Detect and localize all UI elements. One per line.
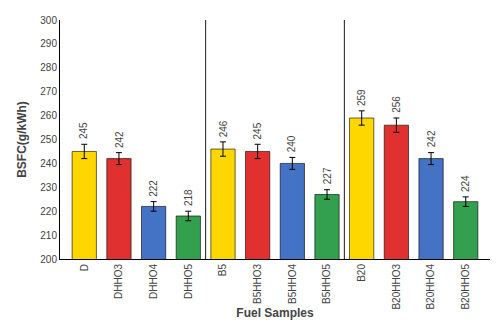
svg-text:242: 242 — [426, 130, 437, 147]
svg-text:218: 218 — [183, 189, 194, 206]
svg-text:DHHO5: DHHO5 — [183, 264, 194, 299]
svg-text:B5HHO3: B5HHO3 — [252, 264, 263, 304]
svg-text:B5: B5 — [217, 264, 228, 277]
svg-text:Fuel Samples: Fuel Samples — [236, 306, 314, 320]
svg-text:DHHO3: DHHO3 — [113, 264, 124, 299]
svg-text:246: 246 — [218, 120, 229, 137]
svg-text:200: 200 — [40, 254, 57, 265]
svg-text:B5HHO5: B5HHO5 — [321, 264, 332, 304]
svg-text:210: 210 — [40, 230, 57, 241]
svg-text:250: 250 — [40, 134, 57, 145]
svg-text:220: 220 — [40, 206, 57, 217]
svg-text:230: 230 — [40, 182, 57, 193]
svg-text:245: 245 — [252, 122, 263, 139]
svg-text:245: 245 — [78, 122, 89, 139]
svg-text:B20: B20 — [356, 264, 367, 282]
svg-text:240: 240 — [286, 135, 297, 152]
svg-text:BSFC(g/kWh): BSFC(g/kWh) — [15, 101, 29, 178]
svg-text:280: 280 — [40, 62, 57, 73]
svg-text:B20HHO5: B20HHO5 — [460, 264, 471, 310]
svg-text:227: 227 — [322, 167, 333, 184]
svg-text:B20HHO3: B20HHO3 — [391, 264, 402, 310]
svg-text:D: D — [79, 264, 90, 271]
svg-text:222: 222 — [148, 180, 159, 197]
svg-text:240: 240 — [40, 158, 57, 169]
svg-text:290: 290 — [40, 38, 57, 49]
svg-text:270: 270 — [40, 86, 57, 97]
svg-text:224: 224 — [460, 175, 471, 192]
svg-text:B5HHO4: B5HHO4 — [287, 264, 298, 304]
svg-text:DHHO4: DHHO4 — [148, 264, 159, 299]
svg-text:242: 242 — [114, 131, 125, 148]
svg-text:300: 300 — [40, 15, 57, 26]
svg-text:260: 260 — [40, 110, 57, 121]
svg-text:259: 259 — [356, 89, 367, 106]
svg-text:B20HHO4: B20HHO4 — [425, 264, 436, 310]
svg-text:256: 256 — [391, 96, 402, 113]
